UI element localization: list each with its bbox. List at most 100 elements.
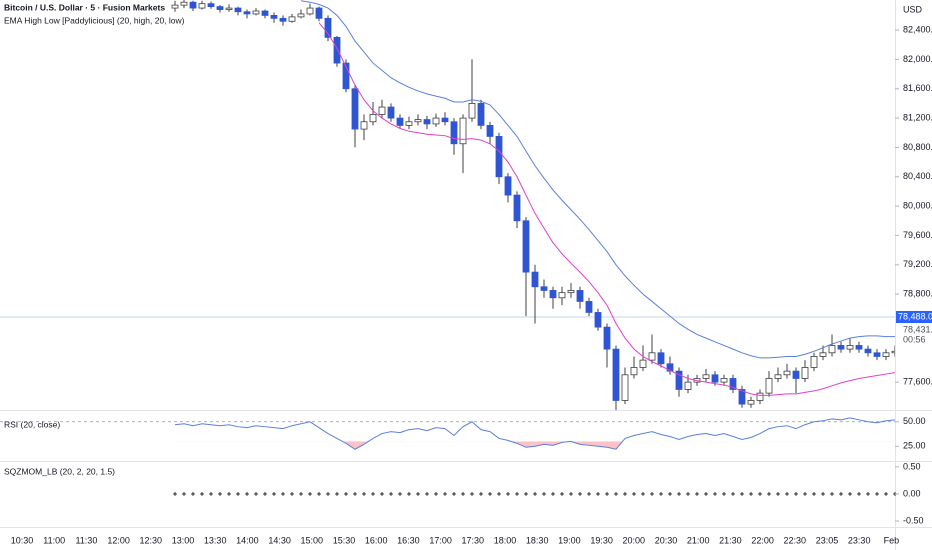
candle-body [477,103,485,126]
squeeze-dot [578,492,582,496]
y-tick-label: 79,600.00 [903,230,932,240]
squeeze-dot [308,492,312,496]
x-tick-label: 12:30 [140,535,163,545]
candle-body [612,348,620,401]
squeeze-dot [254,492,258,496]
squeeze-dot [596,492,600,496]
squeeze-dot [749,492,753,496]
x-tick-label: 15:00 [301,535,324,545]
candle-body [738,389,746,405]
countdown-label: 00:56 [903,334,926,344]
squeeze-dot [398,492,402,496]
x-tick-label: 19:30 [590,535,613,545]
candle-body [657,352,665,365]
squeeze-dot [569,492,573,496]
squeeze-dot [191,492,195,496]
squeeze-dot [236,492,240,496]
squeeze-dot [200,492,204,496]
candle-body [369,114,377,123]
squeeze-dot [209,492,213,496]
squeeze-dot [614,492,618,496]
squeeze-dot [794,492,798,496]
candle-body [441,117,449,123]
squeeze-dot [776,492,780,496]
x-tick-label: 13:30 [204,535,227,545]
currency: USD [903,4,923,14]
price-tag [896,310,932,323]
candle-body [891,350,895,354]
x-tick-label: 11:00 [43,535,65,545]
squeeze-dot [560,492,564,496]
squeeze-dot [488,492,492,496]
squeeze-dot [182,492,186,496]
candle-body [801,367,809,379]
squeeze-dot [650,492,654,496]
squeeze-dot [803,492,807,496]
squeeze-dot [443,492,447,496]
squeeze-dot [434,492,438,496]
y-tick-label: 25.00 [903,441,926,451]
y-tick-label: 0.00 [903,488,921,498]
candle-body [630,367,638,376]
squeeze-dot [812,492,816,496]
squeeze-dot [461,492,465,496]
x-tick-label: Feb [884,535,900,545]
x-tick-label: 14:30 [268,535,291,545]
squeeze-dot [524,492,528,496]
y-tick-label: 77,600.00 [903,377,932,387]
candle-body [810,356,818,368]
candle-body [792,370,800,379]
rsi-line [174,417,895,450]
squeeze-dot [551,492,555,496]
candle-body [711,374,719,383]
squeeze-dot [506,492,510,496]
squeeze-dot [731,492,735,496]
candle-body [837,345,845,350]
squeeze-dot [542,492,546,496]
candle-body [270,15,278,19]
candle-body [324,17,332,38]
candle-body [306,7,314,15]
candle-body [666,363,674,372]
x-tick-label: 21:30 [719,535,742,545]
candle-body [720,378,728,383]
squeeze-dot [704,492,708,496]
squeeze-dot [326,492,330,496]
squeeze-dot [281,492,285,496]
candle-body [360,121,368,130]
ema-line [318,22,895,396]
squeeze-dot [740,492,744,496]
candle-body [423,119,431,125]
y-tick-label: 50.00 [903,416,926,426]
candle-body [351,88,359,130]
squeeze-dot [353,492,357,496]
squeeze-dot [587,492,591,496]
candle-body [495,136,503,178]
squeeze-dot [632,492,636,496]
squeeze-dot [767,492,771,496]
squeeze-panel [173,492,897,496]
candle-body [216,6,224,10]
x-tick-label: 13:00 [172,535,195,545]
rsi-title: RSI (20, close) [4,419,60,429]
squeeze-dot [317,492,321,496]
x-tick-label: 17:30 [462,535,485,545]
candle-body [234,7,242,13]
squeeze-title: SQZMOM_LB (20, 2, 20, 1.5) [4,466,115,476]
candle-body [450,121,458,145]
candle-body [855,345,863,350]
squeeze-dot [686,492,690,496]
candle-body [243,11,251,15]
x-tick-label: 22:30 [784,535,807,545]
squeeze-dot [758,492,762,496]
squeeze-dot [407,492,411,496]
candle-body [387,106,395,119]
x-tick-label: 18:30 [526,535,549,545]
x-tick-label: 16:30 [397,535,420,545]
candle-body [198,3,206,9]
candle-body [513,194,521,222]
y-tick-label: 82,400.00 [903,24,932,34]
candle-body [180,1,188,6]
squeeze-dot [821,492,825,496]
candle-body [207,3,215,8]
